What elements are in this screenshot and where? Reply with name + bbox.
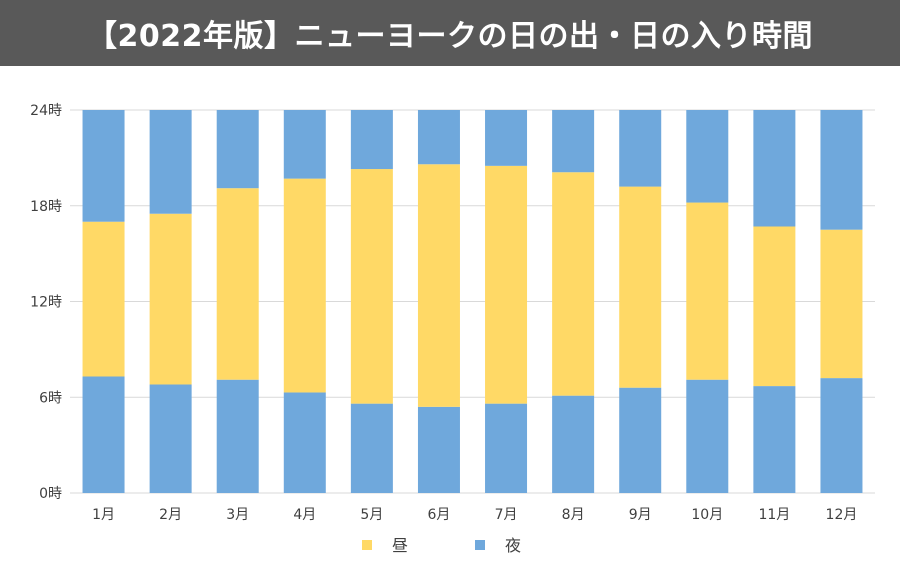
bar-night_morning-11 xyxy=(753,386,796,493)
x-tick-label: 12月 xyxy=(826,507,858,523)
y-tick-label: 0時 xyxy=(39,486,62,502)
bar-night_evening-6 xyxy=(417,110,460,165)
x-tick-label: 7月 xyxy=(495,507,518,523)
x-tick-label: 10月 xyxy=(691,507,723,523)
bar-day-9 xyxy=(619,186,662,388)
bar-night_morning-2 xyxy=(149,384,192,493)
bar-day-11 xyxy=(753,226,796,387)
bar-day-6 xyxy=(417,164,460,407)
bar-day-7 xyxy=(485,165,528,404)
bar-night_evening-9 xyxy=(619,110,662,187)
bar-night_evening-2 xyxy=(149,110,192,214)
x-tick-label: 6月 xyxy=(427,507,450,523)
bar-night_evening-1 xyxy=(82,110,125,222)
y-tick-label: 12時 xyxy=(30,295,62,311)
y-tick-label: 24時 xyxy=(30,103,62,119)
x-tick-label: 4月 xyxy=(293,507,316,523)
x-tick-label: 11月 xyxy=(758,507,790,523)
y-tick-label: 6時 xyxy=(39,390,62,406)
bar-night_morning-6 xyxy=(417,406,460,493)
bar-night_evening-10 xyxy=(686,110,729,203)
bar-night_morning-12 xyxy=(820,378,863,493)
x-tick-label: 2月 xyxy=(159,507,182,523)
legend-swatch xyxy=(362,540,372,550)
bar-day-4 xyxy=(283,178,326,393)
bar-day-12 xyxy=(820,229,863,379)
bar-night_morning-1 xyxy=(82,376,125,493)
legend-label: 夜 xyxy=(505,536,521,555)
bar-day-3 xyxy=(216,188,259,380)
bar-day-1 xyxy=(82,221,125,377)
bar-day-5 xyxy=(350,169,393,404)
bar-night_evening-3 xyxy=(216,110,259,189)
bar-night_morning-5 xyxy=(350,403,393,493)
legend-swatch xyxy=(475,540,485,550)
bar-night_morning-9 xyxy=(619,387,662,493)
bar-night_morning-8 xyxy=(552,395,595,493)
bar-day-10 xyxy=(686,202,729,380)
bar-night_evening-11 xyxy=(753,110,796,227)
y-tick-label: 18時 xyxy=(30,199,62,215)
bar-night_morning-7 xyxy=(485,403,528,493)
bar-day-8 xyxy=(552,172,595,396)
x-tick-label: 1月 xyxy=(92,507,115,523)
x-tick-label: 3月 xyxy=(226,507,249,523)
bar-night_morning-10 xyxy=(686,379,729,493)
chart-title: 【2022年版】ニューヨークの日の出・日の入り時間 xyxy=(0,0,900,66)
bar-night_morning-4 xyxy=(283,392,326,493)
legend-label: 昼 xyxy=(392,536,408,555)
stacked-bar-chart: 0時 6時 12時 18時 24時 1月 2月 3月 4月 5月 6月 7月 8月 9月 10月 11月 12月… xyxy=(30,103,875,555)
x-tick-label: 9月 xyxy=(629,507,652,523)
x-tick-label: 8月 xyxy=(562,507,585,523)
bar-night_evening-8 xyxy=(552,110,595,173)
x-tick-label: 5月 xyxy=(360,507,383,523)
bar-night_morning-3 xyxy=(216,379,259,493)
bar-night_evening-7 xyxy=(485,110,528,166)
bar-night_evening-12 xyxy=(820,110,863,230)
bar-day-2 xyxy=(149,213,192,385)
bar-night_evening-4 xyxy=(283,110,326,179)
bar-night_evening-5 xyxy=(350,110,393,170)
